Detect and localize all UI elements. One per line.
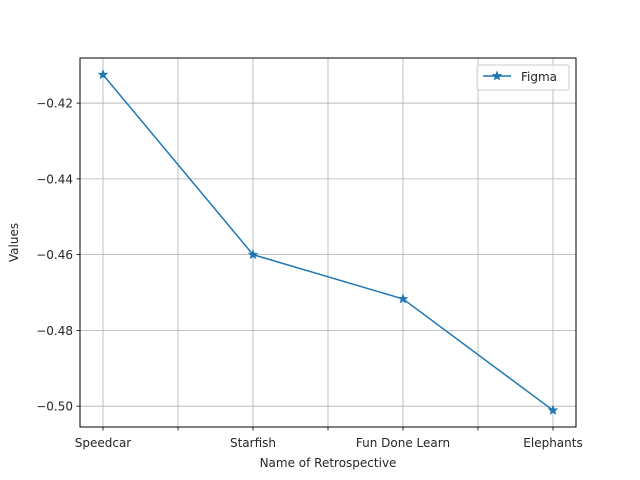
legend-box bbox=[476, 64, 570, 91]
x-tick-label: Elephants bbox=[523, 436, 582, 450]
legend: Figma bbox=[476, 64, 570, 91]
data-point-star-marker bbox=[547, 404, 559, 415]
x-axis-label: Name of Retrospective bbox=[260, 456, 397, 470]
x-tick-label: Starfish bbox=[230, 436, 276, 450]
grid bbox=[80, 58, 576, 427]
y-tick-label: −0.42 bbox=[36, 97, 73, 111]
y-tick-label: −0.48 bbox=[36, 324, 73, 338]
data-point-star-marker bbox=[247, 248, 259, 260]
legend-star-marker bbox=[491, 70, 503, 81]
legend-entry-label: Figma bbox=[521, 70, 557, 84]
data-point-star-marker bbox=[97, 69, 109, 80]
data-point-star-marker bbox=[397, 293, 409, 304]
series-line bbox=[102, 74, 554, 411]
x-axis-ticks: Speedcar Starfish Fun Done Learn Elephants bbox=[75, 427, 583, 450]
series-layer bbox=[97, 69, 559, 415]
x-tick-label: Fun Done Learn bbox=[356, 436, 450, 450]
y-tick-label: −0.50 bbox=[36, 400, 73, 414]
y-tick-label: −0.46 bbox=[36, 248, 73, 262]
x-tick-label: Speedcar bbox=[75, 436, 132, 450]
y-axis-label: Values bbox=[7, 223, 21, 262]
y-axis-ticks: −0.42 −0.44 −0.46 −0.48 −0.50 bbox=[36, 97, 80, 414]
y-tick-label: −0.44 bbox=[36, 172, 73, 186]
